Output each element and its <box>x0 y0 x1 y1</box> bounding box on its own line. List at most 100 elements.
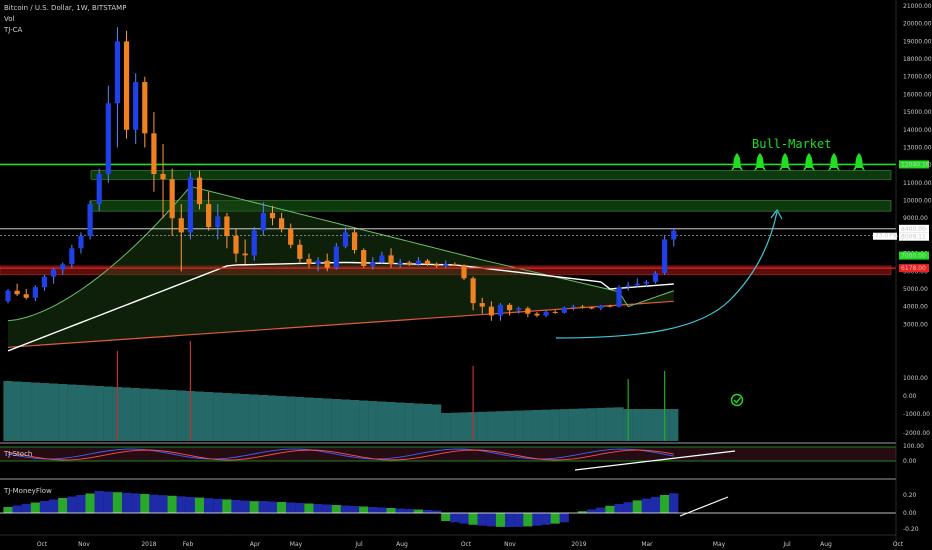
volume-bar <box>121 387 132 441</box>
candle-body <box>133 82 139 130</box>
volume-bar <box>505 410 515 441</box>
moneyflow-bar <box>660 495 670 513</box>
level-price-badge-bg <box>899 224 929 233</box>
volume-bar <box>231 393 241 441</box>
volume-spike <box>189 341 191 441</box>
candle-body <box>643 281 649 284</box>
moneyflow-bar <box>486 513 496 527</box>
volume-bar <box>577 408 588 441</box>
volume-bar <box>386 402 396 441</box>
time-tick-label: May <box>713 541 726 548</box>
moneyflow-bar <box>67 496 77 513</box>
time-tick-label: Oct <box>893 541 904 548</box>
moneyflow-bar <box>176 496 186 513</box>
stoch-trendline <box>574 450 736 471</box>
volume-bar <box>450 412 460 441</box>
volume-bar <box>240 394 250 441</box>
candle-body <box>251 230 257 256</box>
candle-body <box>151 133 157 174</box>
candle-body <box>279 218 285 229</box>
candle-body <box>361 250 367 266</box>
support-price-badge: 6178.00 <box>901 265 926 272</box>
moneyflow-bar <box>359 506 369 513</box>
volume-bar <box>614 407 624 441</box>
rocket-icon <box>756 153 764 168</box>
moneyflow-bar <box>523 513 533 527</box>
volume-bar <box>76 385 86 441</box>
moneyflow-trendline <box>679 496 729 517</box>
candle-body <box>671 230 677 240</box>
moneyflow-bar <box>58 498 68 513</box>
time-tick-label: Aug <box>396 541 408 548</box>
price-zone <box>90 170 892 180</box>
time-tick-label: Nov <box>504 541 516 548</box>
moneyflow-bar <box>158 495 168 513</box>
rocket-icon <box>803 164 815 171</box>
candle-body <box>315 260 321 265</box>
candle-body <box>379 255 385 263</box>
moneyflow-bar <box>450 513 460 523</box>
moneyflow-bar <box>313 504 323 513</box>
candle-body <box>561 307 567 313</box>
moneyflow-bar <box>167 495 177 513</box>
candle-body <box>598 305 604 309</box>
moneyflow-tick-label: 0.20 <box>903 492 917 499</box>
time-tick-label: Jul <box>354 541 363 548</box>
moneyflow-bar <box>213 498 223 513</box>
candle-body <box>488 306 494 316</box>
current-price-badge-bg <box>899 232 929 241</box>
candle-body <box>662 239 668 274</box>
moneyflow-bar <box>304 503 314 513</box>
moneyflow-bar <box>541 513 551 525</box>
candle-body <box>178 218 184 233</box>
candle-body <box>634 283 640 286</box>
resistance-price-badge-bg <box>899 160 929 169</box>
moneyflow-bar <box>368 507 378 513</box>
time-tick-label: May <box>290 541 303 548</box>
stoch-d-line <box>7 449 674 461</box>
check-icon <box>733 397 742 404</box>
moneyflow-bar <box>386 508 396 513</box>
volume-bar <box>204 392 214 441</box>
price-tick-label: 19000.00 <box>903 38 932 45</box>
moneyflow-bar <box>240 500 250 513</box>
price-tick-label: 4000.00 <box>903 304 928 311</box>
rocket-icon <box>779 164 791 171</box>
price-tick-label: 20000.00 <box>903 21 932 28</box>
volume-bar <box>340 399 351 441</box>
candle-body <box>516 308 522 311</box>
volume-bar <box>30 382 40 441</box>
volume-bar <box>167 390 177 441</box>
candle-body <box>288 228 294 245</box>
candle-body <box>470 278 476 304</box>
candle-body <box>215 216 221 228</box>
moneyflow-bar <box>577 511 588 513</box>
volume-bar <box>304 397 314 441</box>
moneyflow-bar <box>258 501 268 513</box>
candle-body <box>461 265 467 279</box>
stoch-tick-label: 100.00 <box>903 443 924 450</box>
trend-arrow-head <box>770 208 783 220</box>
check-icon <box>730 393 744 407</box>
moneyflow-pane-title: TJ-MoneyFlow <box>4 487 52 495</box>
price-tick-label: 17000.00 <box>903 74 932 81</box>
moneyflow-bar <box>140 494 150 513</box>
time-tick-label: Oct <box>461 541 472 548</box>
volume-spike <box>116 351 119 441</box>
moneyflow-bar <box>185 497 195 513</box>
moneyflow-bar <box>459 513 469 524</box>
stoch-band <box>0 447 896 461</box>
moneyflow-bar <box>194 497 205 513</box>
volume-bar <box>258 395 268 441</box>
volume-legend: Vol <box>4 15 15 23</box>
volume-bar <box>249 394 259 441</box>
volume-bar <box>85 385 95 441</box>
volume-bar <box>459 412 469 441</box>
volume-bar <box>286 396 296 441</box>
candle-body <box>51 269 57 277</box>
price-tick-label: 16000.00 <box>903 91 932 98</box>
rocket-icon <box>855 153 863 168</box>
candle-body <box>324 260 330 268</box>
volume-bar <box>58 384 68 441</box>
candle-body <box>333 246 339 268</box>
